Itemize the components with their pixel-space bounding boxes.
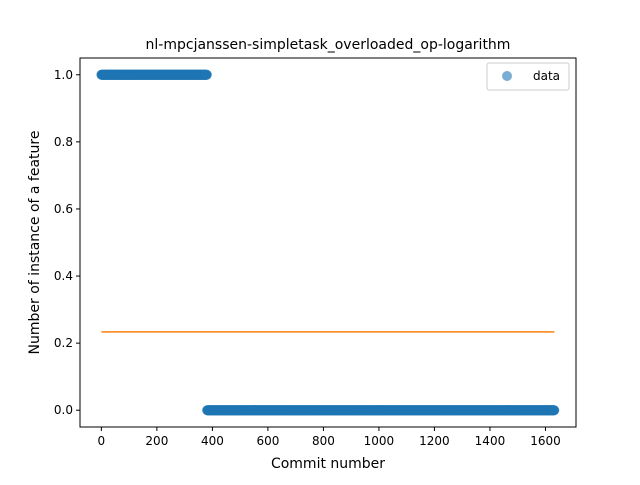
data-point [549, 405, 560, 416]
x-axis-label: Commit number [271, 456, 385, 472]
x-tick-label: 1000 [364, 434, 395, 448]
y-tick-label: 0.2 [54, 336, 73, 350]
x-tick-label: 200 [145, 434, 168, 448]
x-tick-label: 1200 [419, 434, 450, 448]
y-tick-label: 0.6 [54, 202, 73, 216]
x-tick-label: 1600 [530, 434, 561, 448]
x-tick-label: 400 [201, 434, 224, 448]
y-tick-label: 0.4 [54, 269, 73, 283]
x-tick-label: 600 [256, 434, 279, 448]
y-tick-label: 1.0 [54, 68, 73, 82]
legend-box [486, 62, 570, 91]
legend: data [486, 62, 570, 91]
x-tick-label: 1400 [475, 434, 506, 448]
x-axis-ticks: 0 200 400 600 800 1000 1200 1400 1600 [98, 427, 561, 448]
plot-area [96, 69, 560, 416]
chart-title: nl-mpcjanssen-simpletask_overloaded_op-l… [146, 37, 511, 53]
y-axis-label: Number of instance of a feature [27, 131, 43, 355]
legend-marker [502, 71, 512, 81]
y-axis-ticks: 0.0 0.2 0.4 0.6 0.8 1.0 [54, 68, 80, 417]
x-tick-label: 0 [98, 434, 106, 448]
y-tick-label: 0.0 [54, 403, 73, 417]
x-tick-label: 800 [312, 434, 335, 448]
legend-label-data: data [533, 69, 560, 83]
y-tick-label: 0.8 [54, 135, 73, 149]
plot-frame [79, 57, 577, 428]
data-point [201, 69, 212, 80]
